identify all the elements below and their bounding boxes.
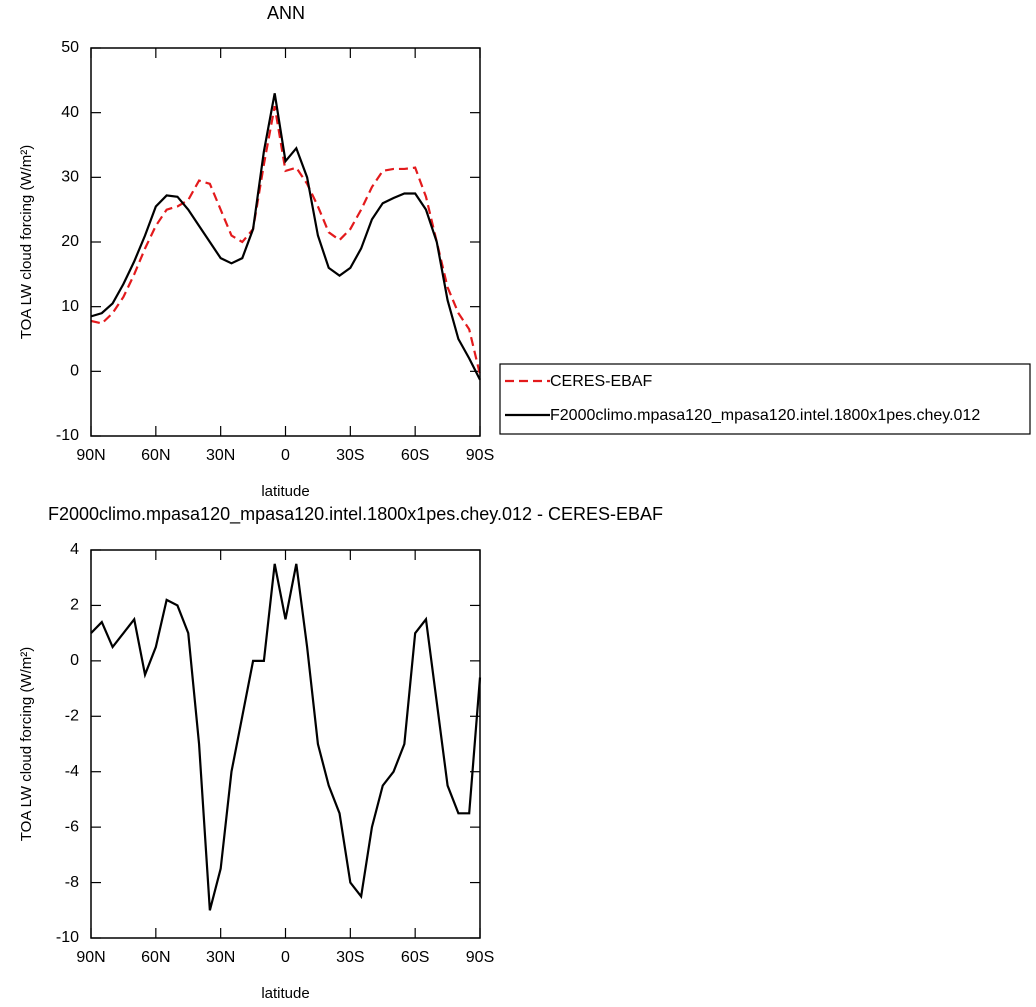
y-tick-label: 4 — [70, 541, 79, 558]
x-tick-label: 90N — [76, 447, 105, 464]
y-tick-label: 10 — [61, 298, 79, 315]
x-tick-label: 0 — [281, 949, 290, 966]
y-tick-label: -4 — [65, 763, 79, 780]
x-tick-label: 90S — [466, 949, 494, 966]
x-tick-label: 60S — [401, 949, 429, 966]
y-tick-label: -10 — [56, 427, 79, 444]
legend-label: CERES-EBAF — [550, 373, 652, 390]
y-tick-label: 2 — [70, 597, 79, 614]
y-tick-label: 0 — [70, 363, 79, 380]
x-axis-label: latitude — [261, 483, 309, 500]
plot-frame — [90, 47, 481, 437]
plot-frame — [90, 549, 481, 939]
y-axis-label: TOA LW cloud forcing (W/m²) — [18, 145, 35, 339]
x-tick-label: 0 — [281, 447, 290, 464]
x-tick-label: 30S — [336, 949, 364, 966]
legend: CERES-EBAF F2000climo.mpasa120_mpasa120.i… — [499, 363, 1031, 435]
data-line — [90, 563, 482, 911]
x-tick-label: 60N — [141, 447, 170, 464]
x-tick-label: 60N — [141, 949, 170, 966]
y-tick-label: -2 — [65, 708, 79, 725]
chart-title: F2000climo.mpasa120_mpasa120.intel.1800x… — [48, 504, 663, 525]
x-tick-label: 30N — [206, 447, 235, 464]
x-tick-label: 30S — [336, 447, 364, 464]
x-tick-label: 90S — [466, 447, 494, 464]
legend-label: F2000climo.mpasa120_mpasa120.intel.1800x… — [550, 407, 980, 424]
y-tick-label: -8 — [65, 874, 79, 891]
y-axis-label: TOA LW cloud forcing (W/m²) — [18, 647, 35, 841]
chart-title: ANN — [267, 3, 305, 23]
x-axis-label: latitude — [261, 985, 309, 1002]
y-tick-label: -6 — [65, 818, 79, 835]
y-tick-label: 50 — [61, 39, 79, 56]
y-tick-label: 30 — [61, 169, 79, 186]
legend-box — [499, 363, 1031, 435]
x-tick-label: 30N — [206, 949, 235, 966]
y-tick-label: -10 — [56, 929, 79, 946]
x-tick-label: 60S — [401, 447, 429, 464]
data-line — [90, 105, 482, 375]
x-tick-label: 90N — [76, 949, 105, 966]
y-tick-label: 40 — [61, 104, 79, 121]
y-tick-label: 0 — [70, 652, 79, 669]
y-tick-label: 20 — [61, 233, 79, 250]
data-line — [90, 93, 481, 381]
